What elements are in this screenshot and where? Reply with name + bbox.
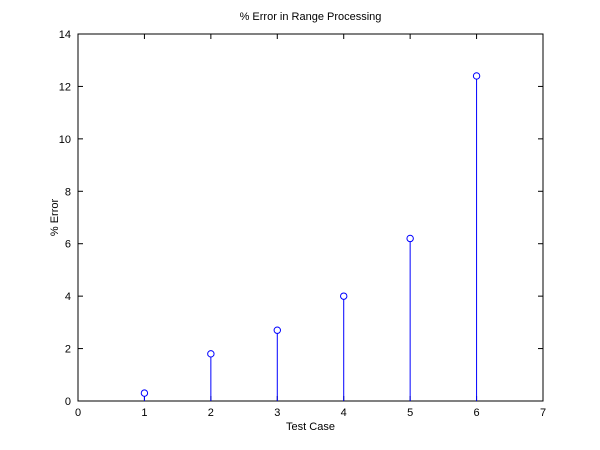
- x-tick-label: 3: [274, 407, 280, 419]
- y-tick-label: 2: [65, 344, 71, 356]
- stem-marker: [273, 326, 281, 334]
- y-tick-label: 6: [65, 239, 71, 251]
- stem-marker: [140, 389, 149, 397]
- y-tick-label: 0: [65, 396, 71, 408]
- stem-marker: [472, 72, 481, 80]
- y-tick-label: 10: [59, 134, 71, 146]
- y-tick-label: 14: [59, 29, 71, 41]
- y-tick-label: 4: [65, 291, 71, 303]
- x-tick-label: 7: [540, 407, 546, 419]
- x-axis-label: Test Case: [286, 421, 335, 433]
- x-tick-label: 4: [341, 407, 347, 419]
- stem-marker: [340, 292, 348, 300]
- plot-area: [77, 33, 544, 402]
- stem-series: [140, 72, 481, 401]
- y-axis-label: % Error: [49, 199, 61, 237]
- stem-marker: [406, 234, 414, 243]
- stem-marker: [207, 350, 215, 358]
- x-tick-label: 0: [75, 407, 81, 419]
- y-tick-label: 12: [59, 81, 71, 93]
- y-axis-ticks: 0 2 4 6 8 10 12 14: [59, 29, 543, 408]
- chart-title: % Error in Range Processing: [240, 11, 382, 23]
- x-tick-label: 2: [208, 407, 214, 419]
- x-tick-label: 6: [474, 407, 480, 419]
- y-tick-label: 8: [65, 186, 71, 198]
- x-tick-label: 1: [141, 407, 147, 419]
- x-tick-label: 5: [407, 407, 413, 419]
